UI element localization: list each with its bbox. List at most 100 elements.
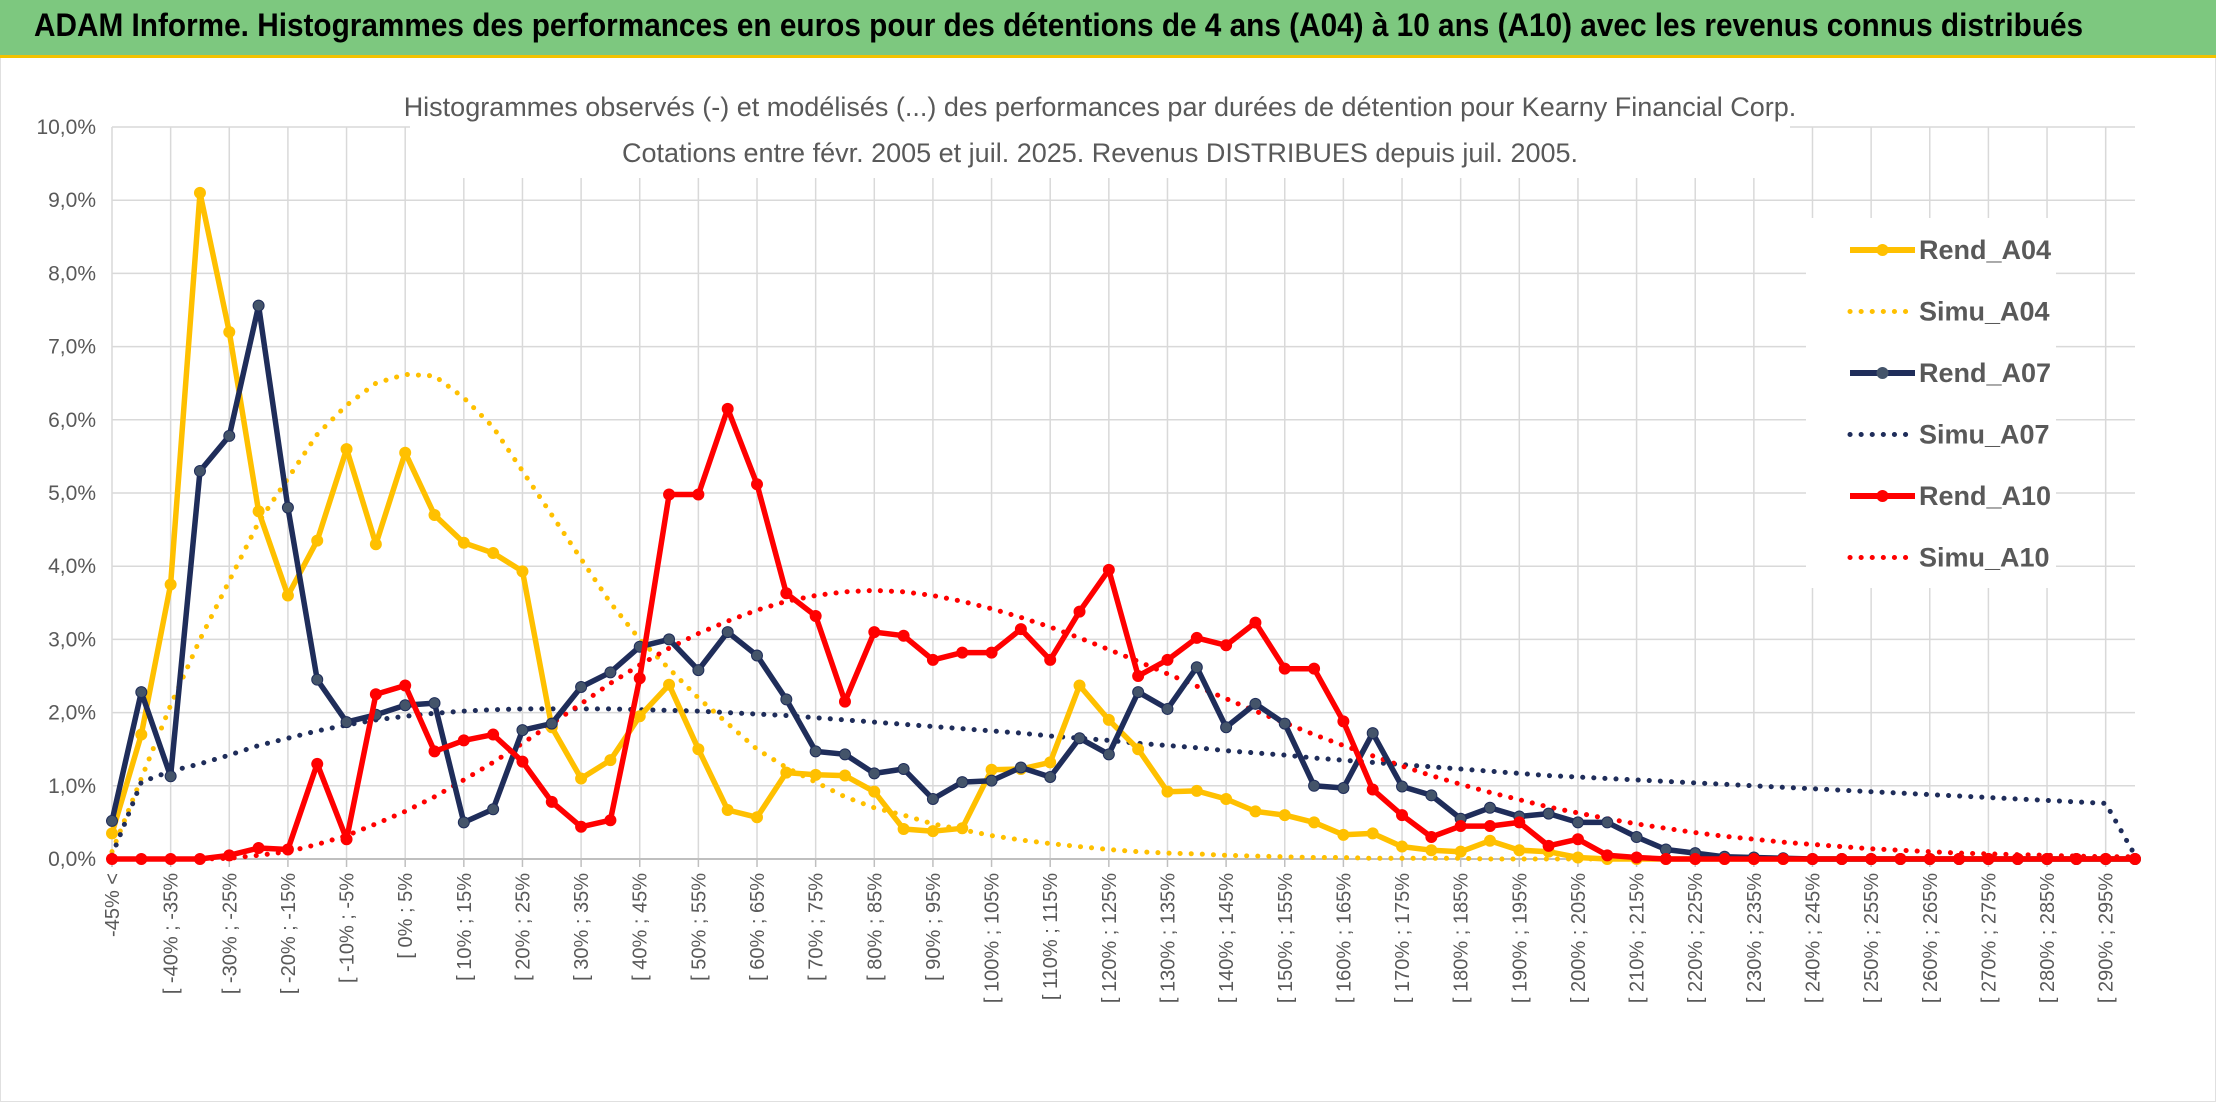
data-point-rend-a04 bbox=[926, 825, 939, 838]
data-point-rend-a10 bbox=[868, 626, 881, 639]
data-point-rend-a07 bbox=[516, 724, 529, 737]
data-point-rend-a04 bbox=[164, 578, 177, 591]
data-point-rend-a07 bbox=[1249, 697, 1262, 710]
x-tick-label: [ 90% ; 95% bbox=[923, 873, 945, 981]
data-point-rend-a10 bbox=[721, 402, 734, 415]
data-point-rend-a04 bbox=[1308, 816, 1321, 829]
data-point-rend-a10 bbox=[1982, 853, 1995, 865]
data-point-rend-a10 bbox=[956, 646, 969, 659]
x-tick-label: [ 60% ; 65% bbox=[747, 873, 769, 981]
data-point-rend-a07 bbox=[868, 767, 881, 780]
data-point-rend-a10 bbox=[985, 646, 998, 659]
x-tick-label: [ 180% ; 185% bbox=[1451, 873, 1473, 1003]
data-point-rend-a10 bbox=[545, 795, 558, 808]
data-point-rend-a07 bbox=[1571, 816, 1584, 829]
data-point-rend-a07 bbox=[135, 686, 148, 699]
data-point-rend-a04 bbox=[193, 186, 206, 199]
data-point-rend-a10 bbox=[1953, 853, 1966, 865]
data-point-rend-a10 bbox=[281, 843, 294, 856]
data-point-rend-a04 bbox=[751, 811, 764, 824]
series-line-simu-a10 bbox=[109, 587, 2138, 862]
data-point-rend-a04 bbox=[135, 728, 148, 741]
data-point-rend-a07 bbox=[1366, 727, 1379, 740]
data-point-rend-a04 bbox=[1132, 743, 1145, 756]
series-line-rend-a10 bbox=[112, 406, 2135, 862]
data-point-rend-a10 bbox=[780, 587, 793, 600]
x-tick-label: [ 20% ; 25% bbox=[512, 873, 534, 981]
data-point-rend-a10 bbox=[1865, 853, 1878, 865]
data-point-rend-a04 bbox=[1454, 845, 1467, 858]
data-point-rend-a10 bbox=[311, 757, 324, 770]
data-point-rend-a10 bbox=[399, 679, 412, 692]
data-point-rend-a07 bbox=[1308, 779, 1321, 792]
data-point-rend-a04 bbox=[604, 754, 617, 767]
legend-marker-rend-a04 bbox=[1876, 244, 1889, 256]
data-point-rend-a04 bbox=[1571, 851, 1584, 864]
data-point-rend-a10 bbox=[1571, 833, 1584, 846]
data-point-rend-a07 bbox=[956, 776, 969, 789]
data-point-rend-a07 bbox=[1161, 702, 1174, 715]
data-point-rend-a10 bbox=[926, 653, 939, 666]
data-point-rend-a04 bbox=[1044, 756, 1057, 769]
data-point-rend-a04 bbox=[106, 827, 118, 840]
data-point-rend-a10 bbox=[604, 814, 617, 827]
data-point-rend-a07 bbox=[1396, 780, 1409, 793]
data-point-rend-a10 bbox=[1308, 662, 1321, 675]
data-point-rend-a10 bbox=[135, 853, 148, 865]
x-tick-label: [ 200% ; 205% bbox=[1568, 873, 1590, 1003]
data-point-rend-a04 bbox=[1278, 809, 1291, 822]
series-line-simu-a04 bbox=[109, 371, 2138, 862]
x-tick-label: [ 160% ; 165% bbox=[1333, 873, 1355, 1003]
performance-histogram-chart: Histogrammes observés (-) et modélisés (… bbox=[36, 78, 2141, 1003]
data-point-rend-a04 bbox=[399, 446, 412, 459]
data-point-rend-a07 bbox=[1630, 831, 1643, 844]
chart-subtitle: Cotations entre févr. 2005 et juil. 2025… bbox=[622, 138, 1578, 168]
data-point-rend-a10 bbox=[1835, 853, 1848, 865]
data-point-rend-a04 bbox=[340, 443, 353, 456]
data-point-rend-a10 bbox=[1190, 631, 1203, 644]
x-tick-label: [ 10% ; 15% bbox=[454, 873, 476, 981]
data-point-rend-a04 bbox=[809, 768, 822, 781]
data-point-rend-a04 bbox=[1513, 844, 1526, 857]
data-point-rend-a10 bbox=[1161, 653, 1174, 666]
data-point-rend-a04 bbox=[1190, 784, 1203, 797]
data-point-rend-a04 bbox=[956, 822, 969, 835]
x-tick-label: [ -30% ; -25% bbox=[219, 873, 241, 994]
data-point-rend-a10 bbox=[1630, 851, 1643, 864]
data-point-rend-a10 bbox=[1601, 849, 1614, 862]
data-point-rend-a04 bbox=[838, 769, 851, 782]
data-point-rend-a10 bbox=[1718, 853, 1731, 865]
data-point-rend-a04 bbox=[223, 325, 236, 338]
data-point-rend-a07 bbox=[340, 716, 353, 729]
data-point-rend-a10 bbox=[1249, 616, 1262, 629]
y-tick-label: 0,0% bbox=[48, 848, 96, 871]
data-point-rend-a07 bbox=[1044, 771, 1057, 784]
y-tick-label: 6,0% bbox=[48, 409, 96, 432]
data-point-rend-a10 bbox=[1513, 816, 1526, 829]
data-point-rend-a10 bbox=[633, 672, 646, 685]
data-point-rend-a04 bbox=[1366, 827, 1379, 840]
x-tick-label: [ 40% ; 45% bbox=[630, 873, 652, 981]
x-tick-label: [ 290% ; 295% bbox=[2096, 873, 2118, 1003]
data-point-rend-a10 bbox=[1806, 853, 1819, 865]
data-point-rend-a07 bbox=[1483, 801, 1496, 814]
y-tick-label: 1,0% bbox=[48, 775, 96, 798]
legend-label-simu-a10: Simu_A10 bbox=[1919, 543, 2050, 573]
x-tick-label: [ 100% ; 105% bbox=[982, 873, 1004, 1003]
data-point-rend-a10 bbox=[106, 853, 118, 865]
data-point-rend-a10 bbox=[2099, 853, 2112, 865]
y-tick-label: 7,0% bbox=[48, 336, 96, 359]
x-tick-label: [ 210% ; 215% bbox=[1627, 873, 1649, 1003]
x-tick-label: [ 190% ; 195% bbox=[1509, 873, 1531, 1003]
data-point-rend-a10 bbox=[1923, 853, 1936, 865]
data-point-rend-a04 bbox=[1220, 792, 1233, 805]
x-tick-label: [ 120% ; 125% bbox=[1099, 873, 1121, 1003]
data-point-rend-a07 bbox=[399, 699, 412, 712]
data-point-rend-a10 bbox=[1073, 605, 1086, 618]
data-point-rend-a10 bbox=[2129, 853, 2141, 865]
data-point-rend-a04 bbox=[692, 743, 705, 756]
y-tick-label: 4,0% bbox=[48, 555, 96, 578]
data-point-rend-a10 bbox=[1132, 670, 1145, 682]
data-point-rend-a07 bbox=[1601, 816, 1614, 829]
data-point-rend-a07 bbox=[252, 299, 265, 312]
